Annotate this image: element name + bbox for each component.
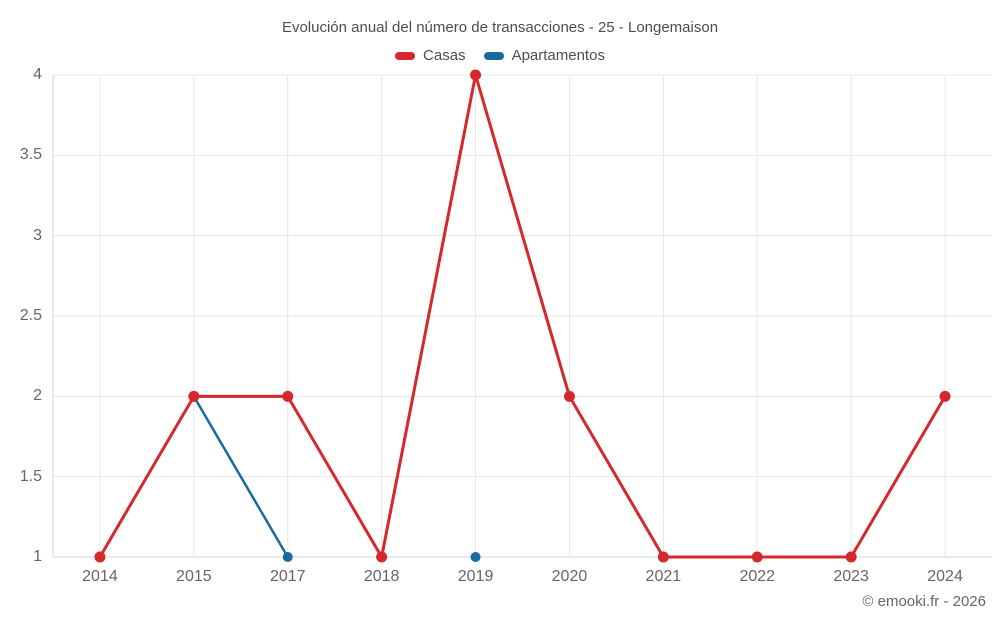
point-casas-2018[interactable] <box>376 551 388 563</box>
point-casas-2014[interactable] <box>94 551 106 563</box>
point-casas-2021[interactable] <box>657 551 669 563</box>
series-line-apartamentos <box>192 395 289 558</box>
point-casas-2022[interactable] <box>751 551 763 563</box>
legend-label-casas: Casas <box>423 47 466 64</box>
point-apartamentos-2019[interactable] <box>470 552 481 562</box>
legend-label-apartamentos: Apartamentos <box>511 47 605 64</box>
chart-legend: Casas Apartamentos <box>0 47 1000 65</box>
credit-footer[interactable]: © emooki.fr - 2026 <box>862 593 986 610</box>
point-casas-2024[interactable] <box>939 390 951 402</box>
point-casas-2017[interactable] <box>282 390 294 402</box>
point-casas-2015[interactable] <box>188 390 200 402</box>
chart-title: Evolución anual del número de transaccio… <box>281 19 719 36</box>
legend-item-apartamentos[interactable]: Apartamentos <box>483 47 605 65</box>
point-casas-2019[interactable] <box>470 69 482 81</box>
point-casas-2023[interactable] <box>845 551 857 563</box>
legend-marker-casas <box>395 52 416 60</box>
point-apartamentos-2017[interactable] <box>282 552 293 562</box>
series-line-casas <box>98 73 947 559</box>
legend-marker-apartamentos <box>483 52 504 60</box>
legend-item-casas[interactable]: Casas <box>395 47 466 65</box>
point-casas-2020[interactable] <box>563 390 575 402</box>
